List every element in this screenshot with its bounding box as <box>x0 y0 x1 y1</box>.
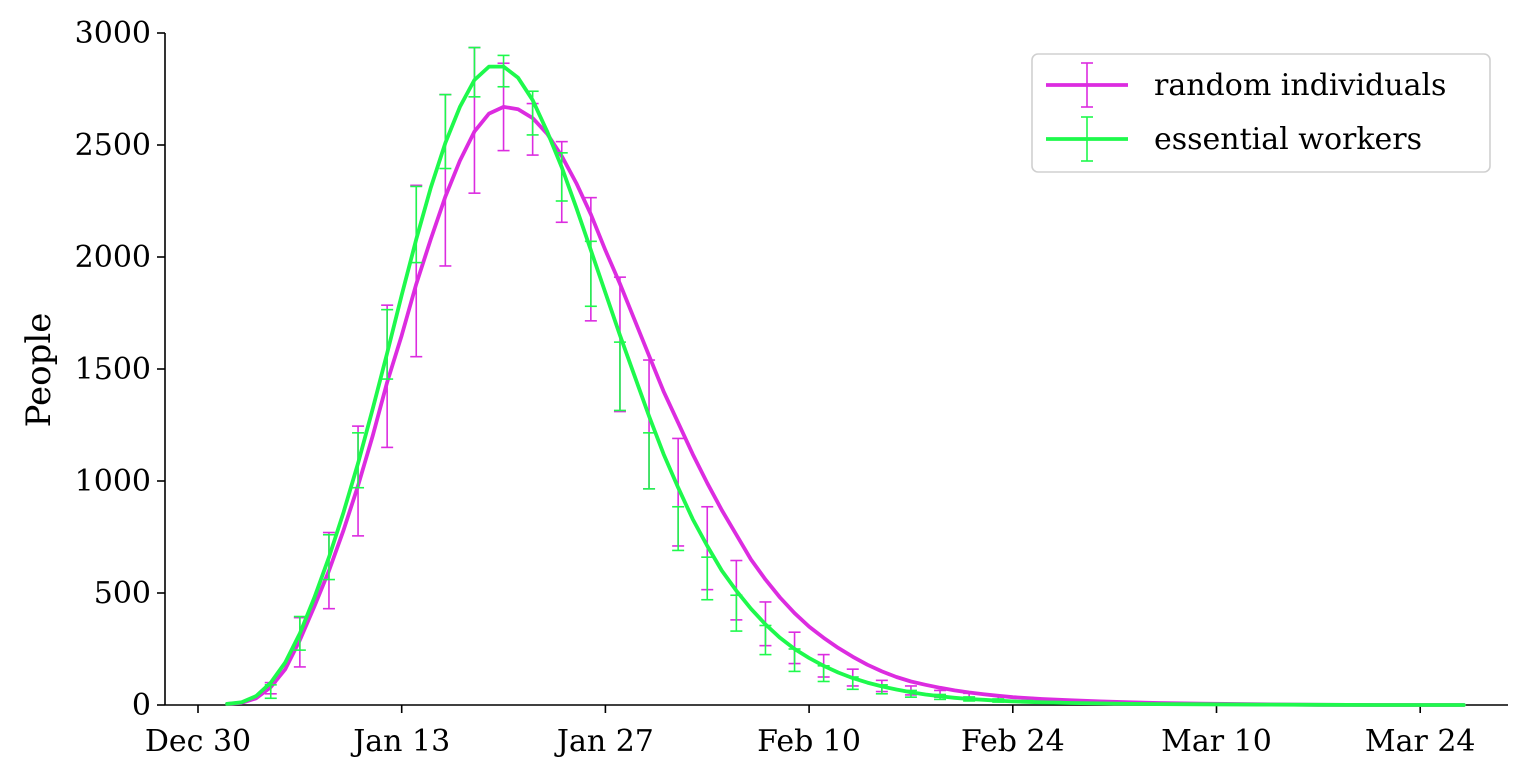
x-tick-label: Dec 30 <box>145 724 251 759</box>
legend-label: random individuals <box>1154 68 1446 103</box>
series-essential-workers <box>225 46 1466 707</box>
y-tick-label: 1000 <box>75 464 151 499</box>
error-bar <box>730 594 743 632</box>
legend: random individuals essential workers <box>1031 53 1491 173</box>
series-line <box>225 64 1466 707</box>
series-line <box>225 105 1466 707</box>
error-bar <box>439 93 452 170</box>
y-tick-label: 2000 <box>75 240 151 275</box>
x-tick-label: Feb 24 <box>961 724 1065 759</box>
error-bar <box>381 308 394 380</box>
legend-entry: essential workers <box>1046 116 1422 162</box>
y-tick-label: 3000 <box>75 16 151 51</box>
axes: 0 500 1000 1500 2000 2500 3000 Dec 30 Jan 13 Jan … <box>75 16 1508 759</box>
x-tick-label: Jan 27 <box>554 724 654 759</box>
error-bar <box>410 185 423 264</box>
error-bar <box>672 505 685 552</box>
y-axis-label: People <box>19 313 59 428</box>
error-bar <box>497 54 510 88</box>
x-tick-label: Mar 24 <box>1365 724 1476 759</box>
x-tick-label: Mar 10 <box>1161 724 1272 759</box>
y-tick-label: 500 <box>94 576 151 611</box>
legend-box <box>1031 53 1491 173</box>
error-bar <box>468 46 481 98</box>
error-bar <box>643 432 656 490</box>
legend-label: essential workers <box>1154 122 1422 157</box>
error-bar <box>701 556 714 601</box>
x-tick-label: Jan 13 <box>350 724 450 759</box>
y-tick-label: 1500 <box>75 352 151 387</box>
legend-entry: random individuals <box>1046 62 1446 108</box>
y-tick-label: 2500 <box>75 128 151 163</box>
y-tick-label: 0 <box>132 688 151 723</box>
x-tick-label: Feb 10 <box>757 724 861 759</box>
series-layer <box>225 46 1466 707</box>
